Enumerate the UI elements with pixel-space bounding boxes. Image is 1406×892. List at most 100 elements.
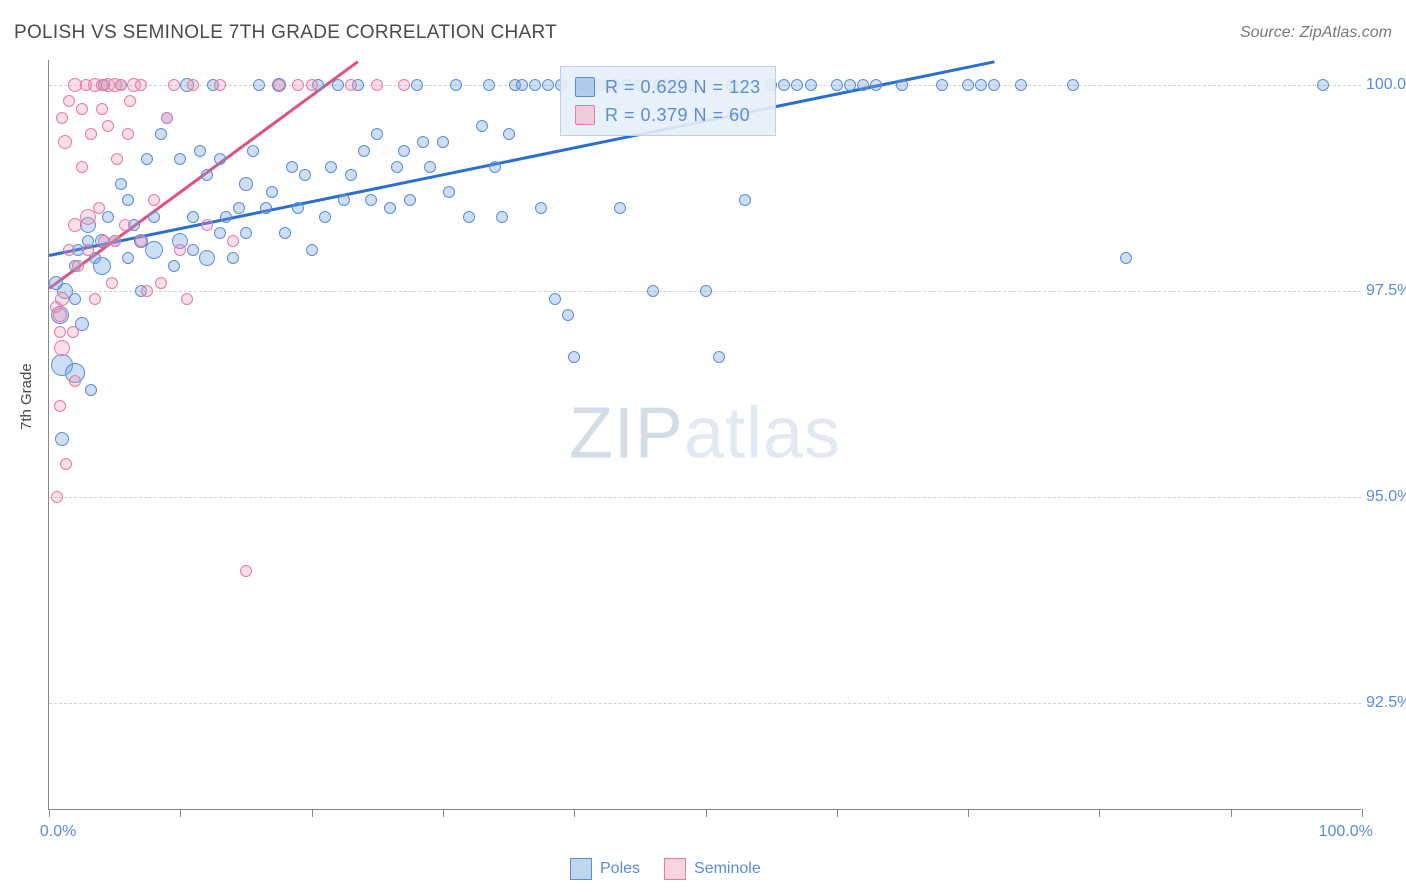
x-tick [968, 809, 969, 817]
data-point [365, 194, 377, 206]
data-point [220, 211, 232, 223]
y-axis-label: 7th Grade [18, 363, 35, 430]
y-tick-label: 100.0% [1366, 76, 1406, 94]
x-tick [1099, 809, 1100, 817]
data-point [76, 161, 88, 173]
data-point [391, 161, 403, 173]
source-label: Source: ZipAtlas.com [1240, 24, 1392, 42]
data-point [85, 128, 97, 140]
data-point [106, 277, 118, 289]
x-tick [1362, 809, 1363, 817]
data-point [168, 260, 180, 272]
x-tick-label: 0.0% [40, 823, 76, 841]
y-tick-label: 95.0% [1366, 488, 1406, 506]
data-point [1015, 79, 1027, 91]
data-point [437, 136, 449, 148]
data-point [56, 112, 68, 124]
x-tick [49, 809, 50, 817]
data-point [1067, 79, 1079, 91]
data-point [299, 169, 311, 181]
data-point [424, 161, 436, 173]
data-point [450, 79, 462, 91]
y-tick-label: 97.5% [1366, 282, 1406, 300]
data-point [240, 227, 252, 239]
data-point [227, 235, 239, 247]
x-tick [443, 809, 444, 817]
data-point [93, 202, 105, 214]
data-point [443, 186, 455, 198]
x-tick [180, 809, 181, 817]
data-point [135, 79, 147, 91]
chart-title: POLISH VS SEMINOLE 7TH GRADE CORRELATION… [14, 22, 557, 44]
data-point [155, 277, 167, 289]
data-point [562, 309, 574, 321]
data-point [63, 95, 75, 107]
data-point [111, 153, 123, 165]
data-point [325, 161, 337, 173]
data-point [332, 79, 344, 91]
data-point [739, 194, 751, 206]
data-point [398, 79, 410, 91]
legend-item-seminole: Seminole [664, 858, 761, 880]
data-point [266, 186, 278, 198]
data-point [358, 145, 370, 157]
legend-row-seminole: R = 0.379 N = 60 [575, 101, 761, 129]
data-point [161, 112, 173, 124]
y-tick-label: 92.5% [1366, 694, 1406, 712]
data-point [69, 375, 81, 387]
series-legend: Poles Seminole [570, 858, 761, 880]
data-point [214, 79, 226, 91]
data-point [54, 326, 66, 338]
data-point [51, 491, 63, 503]
data-point [174, 153, 186, 165]
data-point [306, 79, 318, 91]
gridline [49, 703, 1361, 704]
data-point [201, 169, 213, 181]
chart-header: POLISH VS SEMINOLE 7TH GRADE CORRELATION… [14, 22, 1392, 44]
data-point [141, 153, 153, 165]
data-point [135, 235, 147, 247]
data-point [292, 202, 304, 214]
data-point [253, 79, 265, 91]
data-point [260, 202, 272, 214]
data-point [63, 244, 75, 256]
data-point [96, 103, 108, 115]
data-point [516, 79, 528, 91]
data-point [483, 79, 495, 91]
data-point [174, 244, 186, 256]
data-point [975, 79, 987, 91]
data-point [870, 79, 882, 91]
data-point [54, 340, 70, 356]
x-tick [312, 809, 313, 817]
swatch-blue-icon [570, 858, 592, 880]
data-point [187, 79, 199, 91]
data-point [102, 120, 114, 132]
data-point [214, 227, 226, 239]
data-point [58, 135, 72, 149]
data-point [535, 202, 547, 214]
data-point [306, 244, 318, 256]
data-point [417, 136, 429, 148]
data-point [1317, 79, 1329, 91]
data-point [371, 128, 383, 140]
data-point [55, 432, 69, 446]
x-tick [574, 809, 575, 817]
data-point [168, 79, 180, 91]
data-point [54, 400, 66, 412]
scatter-plot-area: ZIPatlas 92.5%95.0%97.5%100.0%0.0%100.0% [48, 60, 1361, 810]
data-point [89, 293, 101, 305]
data-point [227, 252, 239, 264]
data-point [384, 202, 396, 214]
swatch-blue-icon [575, 77, 595, 97]
x-tick-label: 100.0% [1319, 823, 1373, 841]
data-point [199, 250, 215, 266]
data-point [115, 79, 127, 91]
data-point [286, 161, 298, 173]
x-tick [837, 809, 838, 817]
data-point [805, 79, 817, 91]
data-point [896, 79, 908, 91]
data-point [345, 169, 357, 181]
data-point [69, 293, 81, 305]
swatch-pink-icon [664, 858, 686, 880]
data-point [503, 128, 515, 140]
